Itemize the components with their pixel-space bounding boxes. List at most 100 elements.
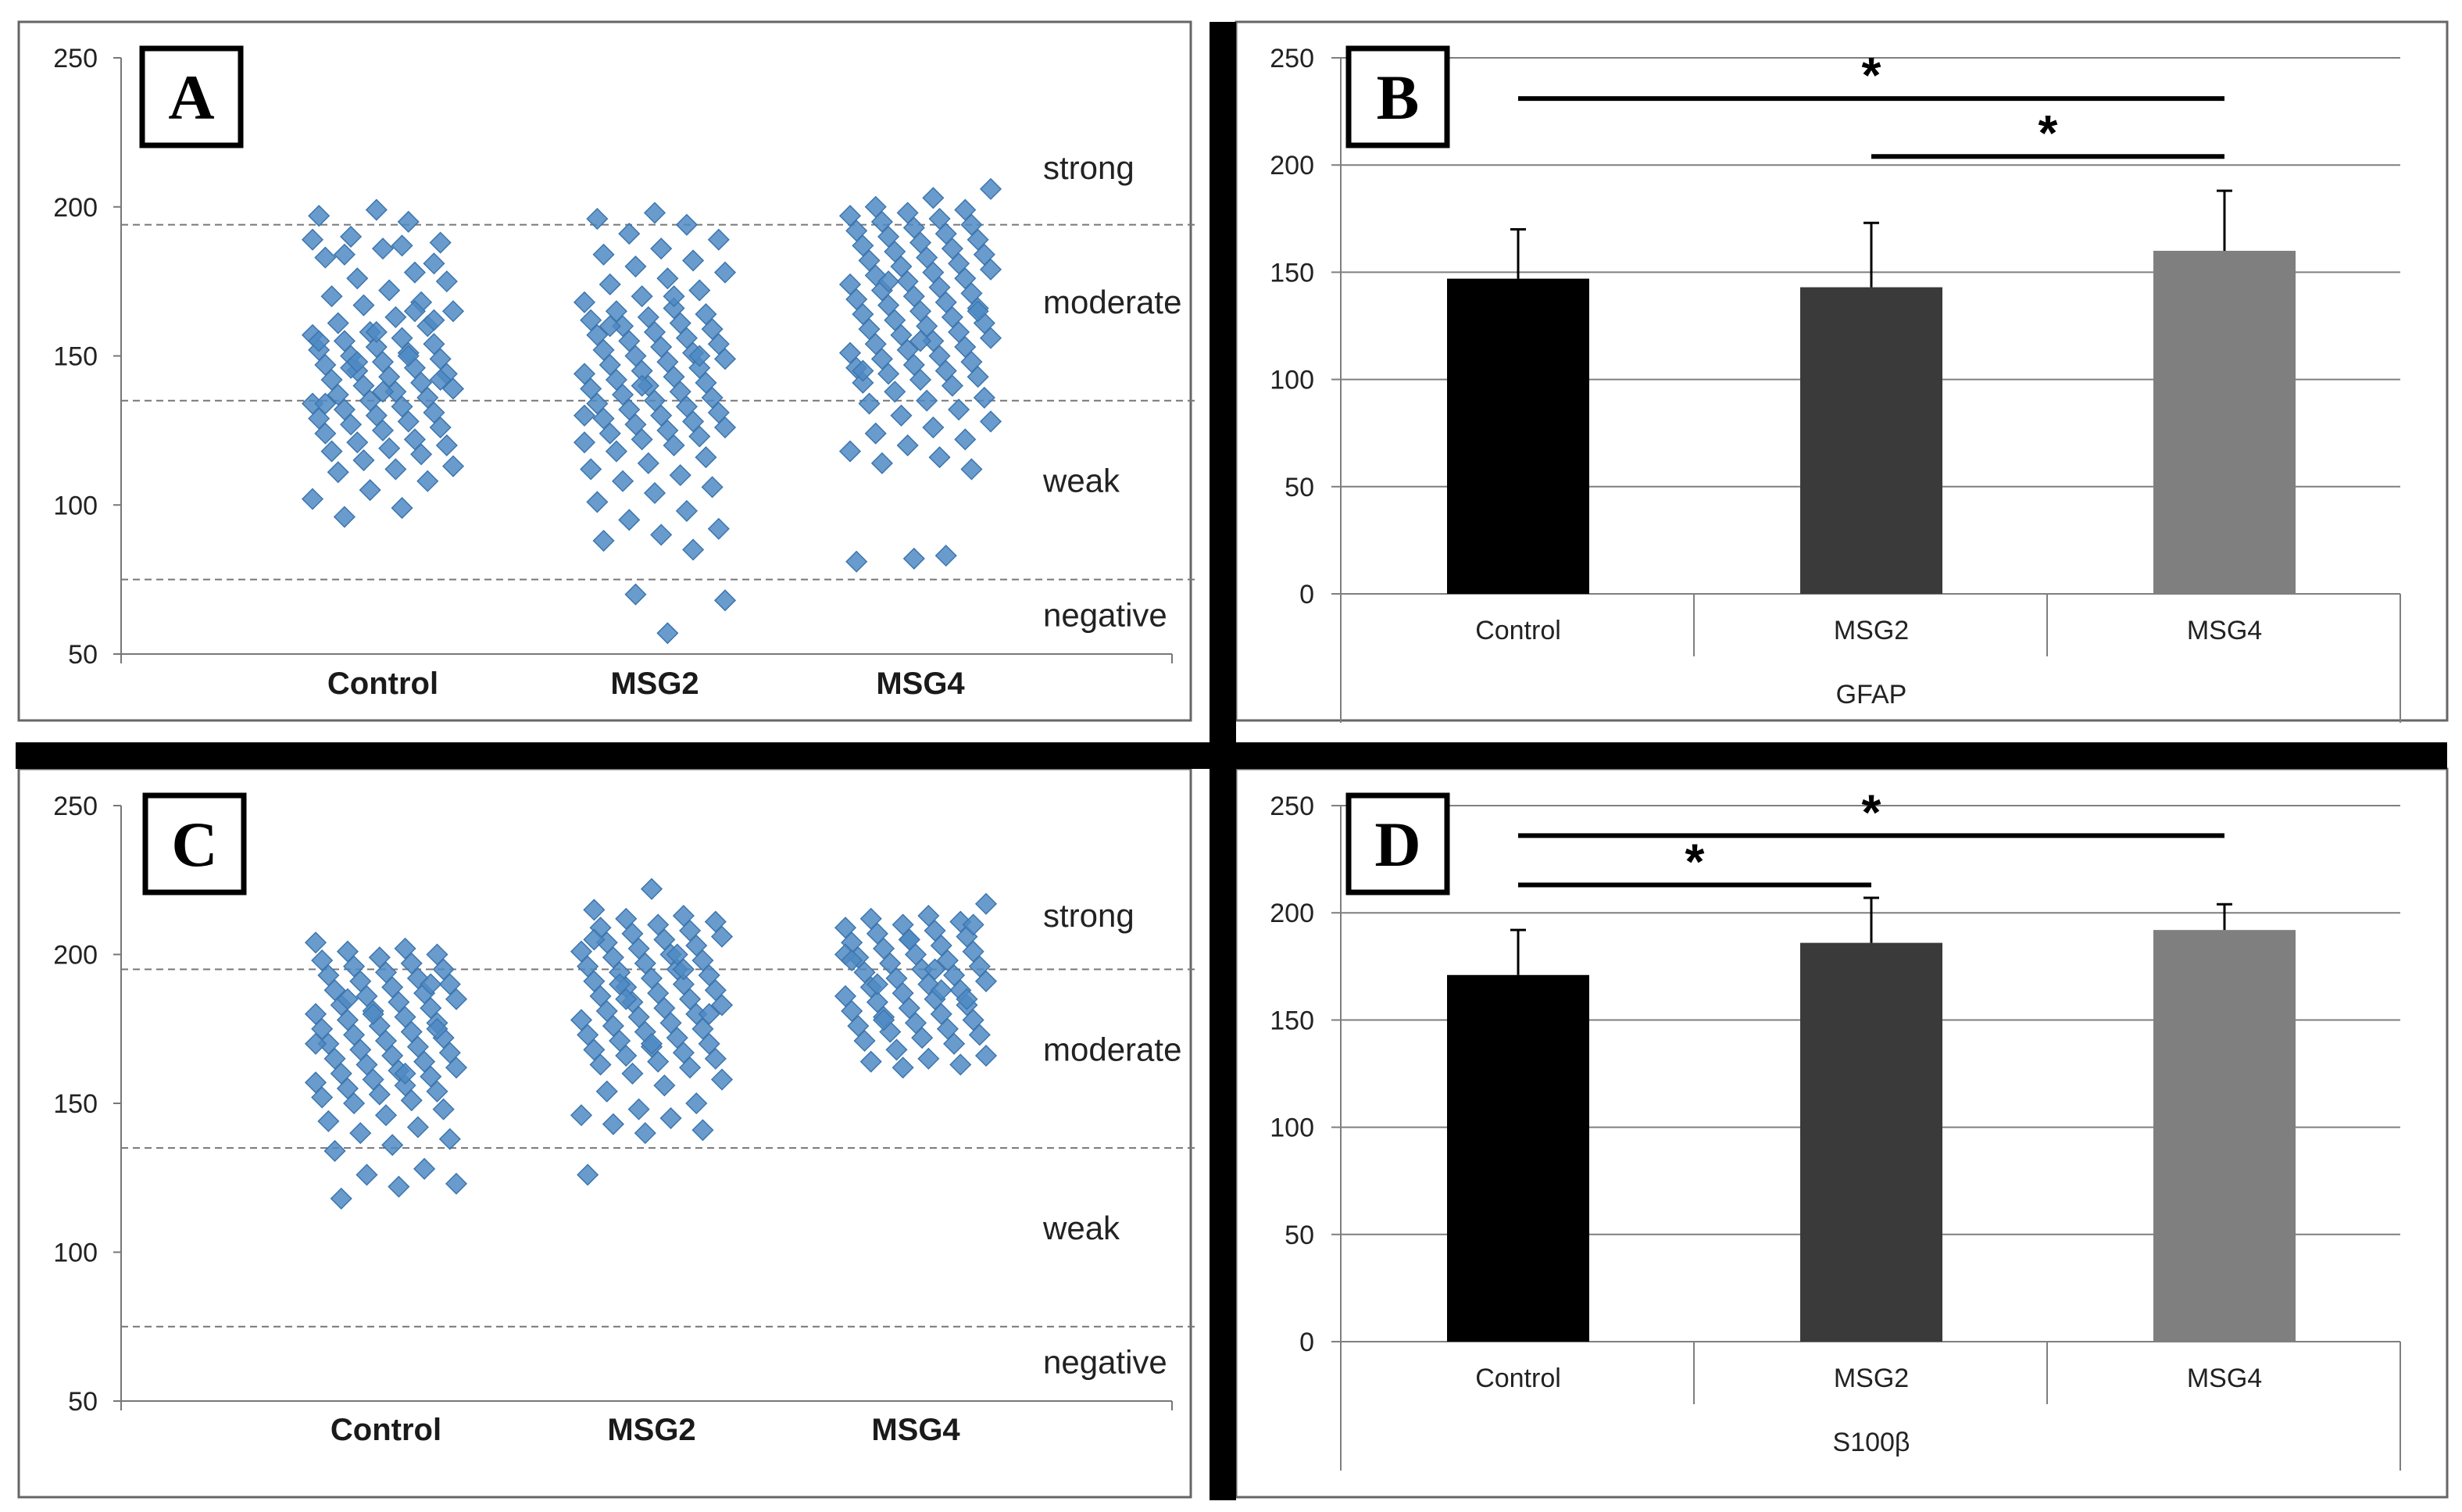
data-point-msg4 bbox=[892, 913, 914, 936]
data-point-control bbox=[314, 422, 337, 445]
significance-star: * bbox=[1862, 47, 1881, 103]
data-point-control bbox=[445, 988, 468, 1010]
y-tick-label: 50 bbox=[68, 640, 98, 670]
data-point-msg4 bbox=[922, 187, 945, 209]
data-point-control bbox=[349, 1122, 372, 1145]
data-point-control bbox=[400, 952, 423, 974]
data-point-msg4 bbox=[884, 309, 906, 331]
data-point-control bbox=[343, 1092, 366, 1115]
data-point-msg2 bbox=[701, 318, 724, 341]
data-point-msg2 bbox=[637, 306, 659, 328]
data-point-control bbox=[365, 335, 388, 359]
data-point-msg2 bbox=[643, 481, 666, 505]
y-tick-label: 250 bbox=[53, 44, 98, 73]
data-point-msg2 bbox=[698, 964, 720, 987]
significance-star: * bbox=[1685, 834, 1705, 890]
bar-msg2 bbox=[1800, 287, 1942, 594]
data-point-control bbox=[336, 988, 359, 1010]
data-point-control bbox=[346, 431, 369, 454]
data-point-msg2 bbox=[656, 622, 679, 645]
data-point-control bbox=[420, 973, 442, 995]
y-tick-label: 200 bbox=[1270, 151, 1314, 181]
data-point-msg4 bbox=[954, 428, 977, 451]
data-point-msg2 bbox=[650, 238, 673, 260]
data-point-msg2 bbox=[688, 345, 711, 367]
data-point-control bbox=[423, 401, 445, 424]
data-point-control bbox=[340, 225, 363, 248]
y-tick-label: 0 bbox=[1299, 1328, 1314, 1357]
data-point-msg2 bbox=[666, 1027, 688, 1049]
data-point-msg2 bbox=[682, 410, 705, 433]
data-point-msg2 bbox=[691, 1017, 714, 1040]
data-point-control bbox=[346, 267, 369, 290]
data-point-msg2 bbox=[621, 922, 644, 945]
data-point-control bbox=[429, 368, 452, 391]
panel-c: 50 100 150 200 250 strong moderate weak negative… bbox=[17, 767, 1195, 1499]
data-point-msg2 bbox=[592, 338, 615, 361]
data-point-control bbox=[435, 434, 458, 457]
data-point-msg2 bbox=[682, 249, 705, 272]
data-point-msg4 bbox=[979, 177, 1002, 200]
data-point-msg4 bbox=[941, 238, 963, 260]
data-point-msg2 bbox=[666, 943, 688, 966]
data-point-msg2 bbox=[602, 946, 624, 969]
data-point-msg2 bbox=[707, 333, 730, 356]
data-point-msg2 bbox=[583, 1038, 606, 1061]
data-point-msg2 bbox=[634, 952, 656, 974]
data-point-msg4 bbox=[845, 288, 868, 311]
panel-label-box bbox=[1345, 45, 1450, 148]
data-point-control bbox=[365, 198, 388, 221]
data-point-msg4 bbox=[890, 255, 913, 278]
band-label-strong: strong bbox=[1043, 897, 1135, 934]
data-point-msg4 bbox=[834, 985, 857, 1007]
panel-label-box bbox=[1345, 792, 1450, 895]
data-point-msg2 bbox=[695, 446, 717, 469]
data-point-msg4 bbox=[967, 300, 989, 323]
data-point-control bbox=[400, 1089, 423, 1112]
data-point-control bbox=[330, 1187, 352, 1210]
data-point-msg2 bbox=[643, 389, 666, 412]
data-point-control bbox=[340, 413, 363, 436]
data-point-msg4 bbox=[979, 327, 1002, 349]
data-point-msg4 bbox=[852, 303, 874, 326]
data-point-msg4 bbox=[916, 315, 938, 338]
data-point-msg4 bbox=[928, 345, 951, 367]
data-point-msg4 bbox=[960, 213, 983, 236]
data-point-control bbox=[445, 1056, 468, 1079]
data-point-msg2 bbox=[672, 958, 695, 981]
data-point-msg2 bbox=[675, 327, 698, 349]
data-point-msg4 bbox=[954, 198, 977, 221]
data-point-msg4 bbox=[934, 223, 957, 245]
data-point-control bbox=[343, 955, 366, 978]
category-label: MSG4 bbox=[2187, 1364, 2262, 1393]
data-point-msg4 bbox=[896, 202, 919, 224]
bar-msg2 bbox=[1800, 942, 1942, 1342]
data-point-msg4 bbox=[916, 389, 938, 412]
data-point-msg2 bbox=[663, 434, 685, 457]
data-point-control bbox=[349, 970, 372, 992]
category-label: MSG2 bbox=[1834, 616, 1909, 645]
y-tick-label: 0 bbox=[1299, 580, 1314, 609]
data-point-control bbox=[432, 958, 455, 981]
data-point-control bbox=[391, 234, 413, 257]
data-point-msg4 bbox=[973, 386, 995, 409]
data-point-control bbox=[438, 973, 461, 995]
data-point-msg2 bbox=[643, 202, 666, 224]
data-point-msg4 bbox=[838, 205, 862, 227]
data-point-msg2 bbox=[605, 440, 627, 463]
data-point-msg4 bbox=[879, 952, 902, 974]
data-point-control bbox=[384, 458, 407, 481]
data-point-control bbox=[397, 210, 420, 233]
data-point-msg2 bbox=[624, 255, 647, 278]
data-point-msg2 bbox=[586, 207, 609, 231]
data-point-msg2 bbox=[618, 223, 641, 245]
category-label: MSG4 bbox=[871, 1413, 960, 1447]
panel-b: 0 50 100 150 200 250 Control MSG2 MSG4 GFAP * * B bbox=[1235, 20, 2449, 723]
data-point-msg4 bbox=[870, 452, 893, 474]
data-point-control bbox=[368, 1083, 391, 1106]
data-point-control bbox=[441, 300, 465, 323]
category-label: Control bbox=[1475, 616, 1561, 645]
data-point-msg4 bbox=[838, 440, 862, 463]
data-point-msg2 bbox=[713, 261, 737, 284]
data-point-msg2 bbox=[710, 925, 734, 948]
